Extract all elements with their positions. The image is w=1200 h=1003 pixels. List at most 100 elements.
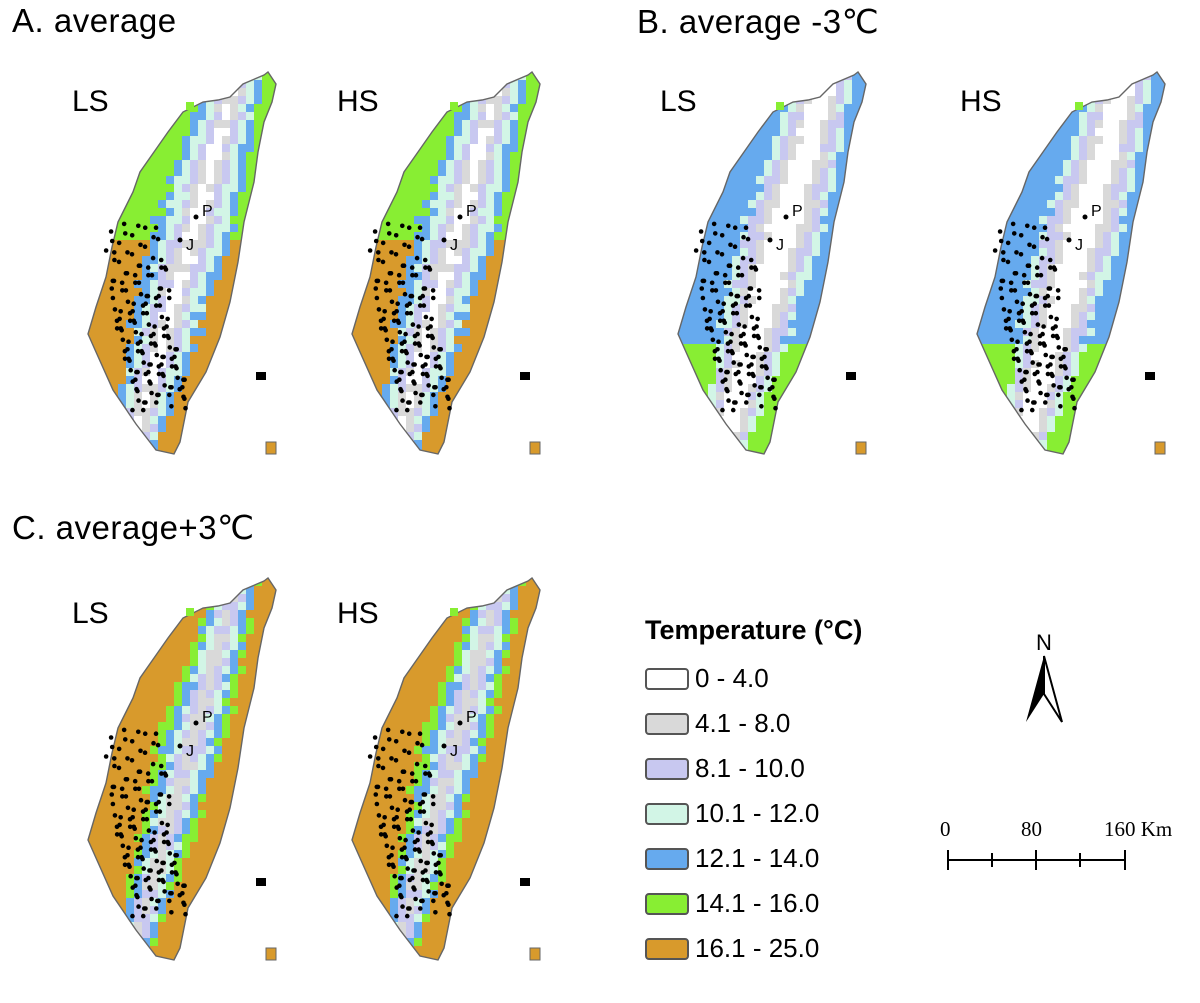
site-dot (439, 881, 444, 887)
site-dot (167, 392, 172, 398)
site-p-dot (783, 214, 789, 220)
site-dot (108, 229, 114, 234)
site-dot (756, 335, 761, 341)
site-dot (1058, 404, 1063, 409)
site-dot (447, 911, 452, 917)
site-dot (736, 322, 742, 327)
site-dot (1022, 329, 1028, 335)
site-dot (408, 799, 414, 805)
site-dot (159, 362, 164, 367)
site-dot (169, 870, 175, 875)
site-dot (393, 252, 399, 257)
site-dot (700, 295, 706, 301)
site-dot (148, 868, 153, 873)
site-dot (1011, 231, 1017, 236)
site-dot (746, 293, 752, 299)
site-p-label: P (466, 203, 477, 220)
site-dot (120, 843, 126, 849)
site-dot (397, 786, 402, 792)
site-dot (394, 407, 399, 413)
site-dot (748, 257, 754, 263)
site-dot (772, 396, 777, 402)
site-dot (135, 369, 140, 375)
site-dot (408, 816, 414, 822)
site-dot (174, 347, 180, 352)
site-dot (152, 324, 157, 329)
site-dot (725, 223, 731, 229)
site-dot (128, 873, 133, 879)
site-p-label: P (202, 203, 213, 220)
site-dot (1050, 373, 1055, 379)
site-dot (146, 875, 151, 881)
site-dot (736, 272, 741, 278)
site-dot (164, 324, 169, 329)
site-dot (764, 366, 769, 371)
site-dot (409, 265, 415, 270)
site-dot (159, 771, 164, 776)
site-j-dot (767, 237, 773, 243)
site-dot (110, 278, 116, 284)
site-dot (431, 851, 437, 856)
site-dot (122, 862, 128, 868)
site-dot (757, 392, 762, 398)
site-dot (730, 350, 735, 356)
site-dot (751, 373, 756, 379)
site-dot (709, 328, 714, 333)
site-dot (175, 375, 180, 381)
site-dot (421, 303, 427, 308)
site-dot (1034, 265, 1040, 270)
site-dot (1055, 288, 1061, 293)
site-dot (720, 309, 725, 314)
islet (1145, 372, 1155, 380)
site-dot (739, 390, 744, 396)
site-dot (733, 301, 739, 306)
coastline (677, 70, 867, 455)
site-dot (146, 272, 151, 278)
site-dot (389, 853, 394, 858)
site-dot (373, 792, 379, 797)
site-dot (159, 820, 165, 826)
site-dot (746, 392, 751, 398)
site-dot (1035, 369, 1040, 375)
site-dot (1012, 271, 1018, 276)
site-p-label: P (792, 203, 803, 220)
site-dot (406, 225, 412, 230)
site-dot (120, 337, 126, 343)
site-dot (390, 339, 395, 345)
site-dot (180, 891, 185, 896)
site-dot (162, 265, 168, 270)
site-dot (699, 286, 705, 291)
site-dot (131, 807, 137, 812)
site-dot (380, 259, 386, 265)
site-dot (1021, 320, 1027, 325)
site-dot (1063, 366, 1068, 371)
legend-item: 0 - 4.0 (645, 656, 935, 701)
site-dot (400, 769, 406, 774)
site-dot (1033, 310, 1039, 316)
site-dot (174, 366, 179, 371)
site-dot (158, 257, 164, 263)
site-dot (420, 392, 425, 398)
site-dot (402, 291, 408, 297)
site-dot (407, 400, 412, 405)
site-dot (374, 295, 380, 301)
site-dot (711, 221, 717, 227)
site-dot (140, 856, 145, 862)
site-dot (730, 310, 736, 316)
site-dot (425, 354, 430, 360)
site-dot (162, 383, 167, 388)
site-dot (444, 385, 449, 390)
site-dot (1050, 354, 1055, 360)
site-dot (374, 784, 380, 790)
site-dot (151, 740, 156, 746)
site-dot (421, 286, 427, 291)
site-dot (997, 229, 1003, 234)
site-dot (119, 786, 125, 792)
site-dot (417, 849, 422, 854)
site-dot (125, 250, 130, 255)
site-dot (1030, 360, 1036, 365)
site-dot (433, 891, 438, 896)
legend-label: 10.1 - 12.0 (695, 798, 820, 828)
legend-swatch (645, 667, 689, 690)
site-dot (738, 341, 744, 346)
